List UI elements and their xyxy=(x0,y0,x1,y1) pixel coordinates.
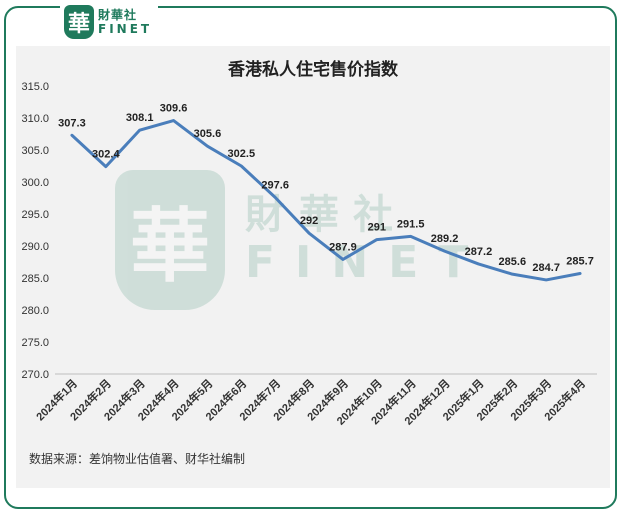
data-label: 305.6 xyxy=(194,128,222,140)
logo-name-cn: 財華社 xyxy=(98,8,138,22)
data-label: 297.6 xyxy=(261,179,289,191)
brand-logo: 華 財華社 FINET xyxy=(60,2,159,42)
y-tick-label: 315.0 xyxy=(21,81,49,93)
chart-panel xyxy=(16,46,610,488)
y-tick-label: 290.0 xyxy=(21,241,49,253)
logo-name-en: FINET xyxy=(98,22,153,36)
data-label: 308.1 xyxy=(126,112,154,124)
data-label: 285.6 xyxy=(499,256,527,268)
data-label: 309.6 xyxy=(160,103,188,115)
source-note: 数据来源：差饷物业估值署、财华社编制 xyxy=(29,452,246,466)
data-label: 302.5 xyxy=(228,148,256,160)
data-label: 289.2 xyxy=(431,233,459,245)
y-tick-label: 300.0 xyxy=(21,177,49,189)
y-tick-label: 295.0 xyxy=(21,209,49,221)
y-tick-label: 280.0 xyxy=(21,305,49,317)
y-tick-label: 305.0 xyxy=(21,145,49,157)
data-label: 287.2 xyxy=(465,246,493,258)
logo-mark-icon: 華 xyxy=(64,5,94,39)
data-label: 284.7 xyxy=(532,262,560,274)
data-label: 292 xyxy=(300,215,318,227)
data-label: 287.9 xyxy=(329,241,357,253)
y-tick-label: 310.0 xyxy=(21,113,49,125)
series-line xyxy=(70,119,582,282)
y-tick-label: 275.0 xyxy=(21,337,49,349)
data-label: 285.7 xyxy=(566,256,594,268)
chart-title: 香港私人住宅售价指数 xyxy=(228,60,398,80)
card-frame xyxy=(4,6,617,509)
logo-text: 財華社 FINET xyxy=(98,9,152,35)
data-label: 302.4 xyxy=(92,149,120,161)
y-tick-label: 285.0 xyxy=(21,273,49,285)
y-tick-label: 270.0 xyxy=(21,369,49,381)
data-label: 291 xyxy=(368,222,386,234)
data-label: 291.5 xyxy=(397,218,425,230)
data-label: 307.3 xyxy=(58,117,86,129)
